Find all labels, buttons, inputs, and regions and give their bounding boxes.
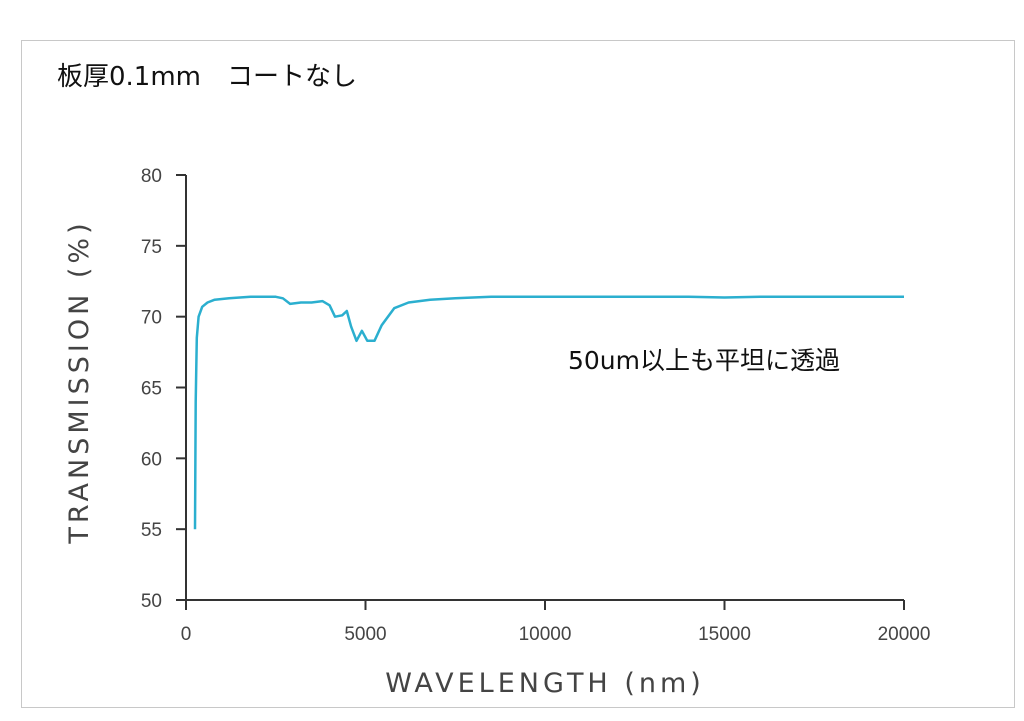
transmission-series-line — [193, 295, 904, 530]
y-axis-title: TRANSMISSION (%) — [64, 219, 95, 544]
chart-title: 板厚0.1mm コートなし — [57, 62, 358, 92]
y-ticks: 50 55 60 65 70 75 80 — [141, 166, 186, 612]
y-tick-label: 75 — [141, 237, 162, 258]
x-ticks: 0 5000 10000 15000 20000 — [181, 600, 931, 645]
y-tick-label: 50 — [141, 591, 162, 612]
x-tick-label: 0 — [181, 624, 192, 645]
x-tick-label: 5000 — [344, 624, 386, 645]
y-tick-label: 55 — [141, 520, 162, 541]
y-tick-label: 80 — [141, 166, 162, 187]
x-tick-label: 10000 — [519, 624, 572, 645]
chart-annotation: 50um以上も平坦に透過 — [568, 346, 841, 375]
y-tick-label: 65 — [141, 379, 162, 400]
y-tick-label: 60 — [141, 449, 162, 470]
x-tick-label: 15000 — [698, 624, 751, 645]
y-tick-label: 70 — [141, 308, 162, 329]
x-axis-title: WAVELENGTH (nm) — [385, 668, 705, 699]
x-tick-label: 20000 — [878, 624, 931, 645]
